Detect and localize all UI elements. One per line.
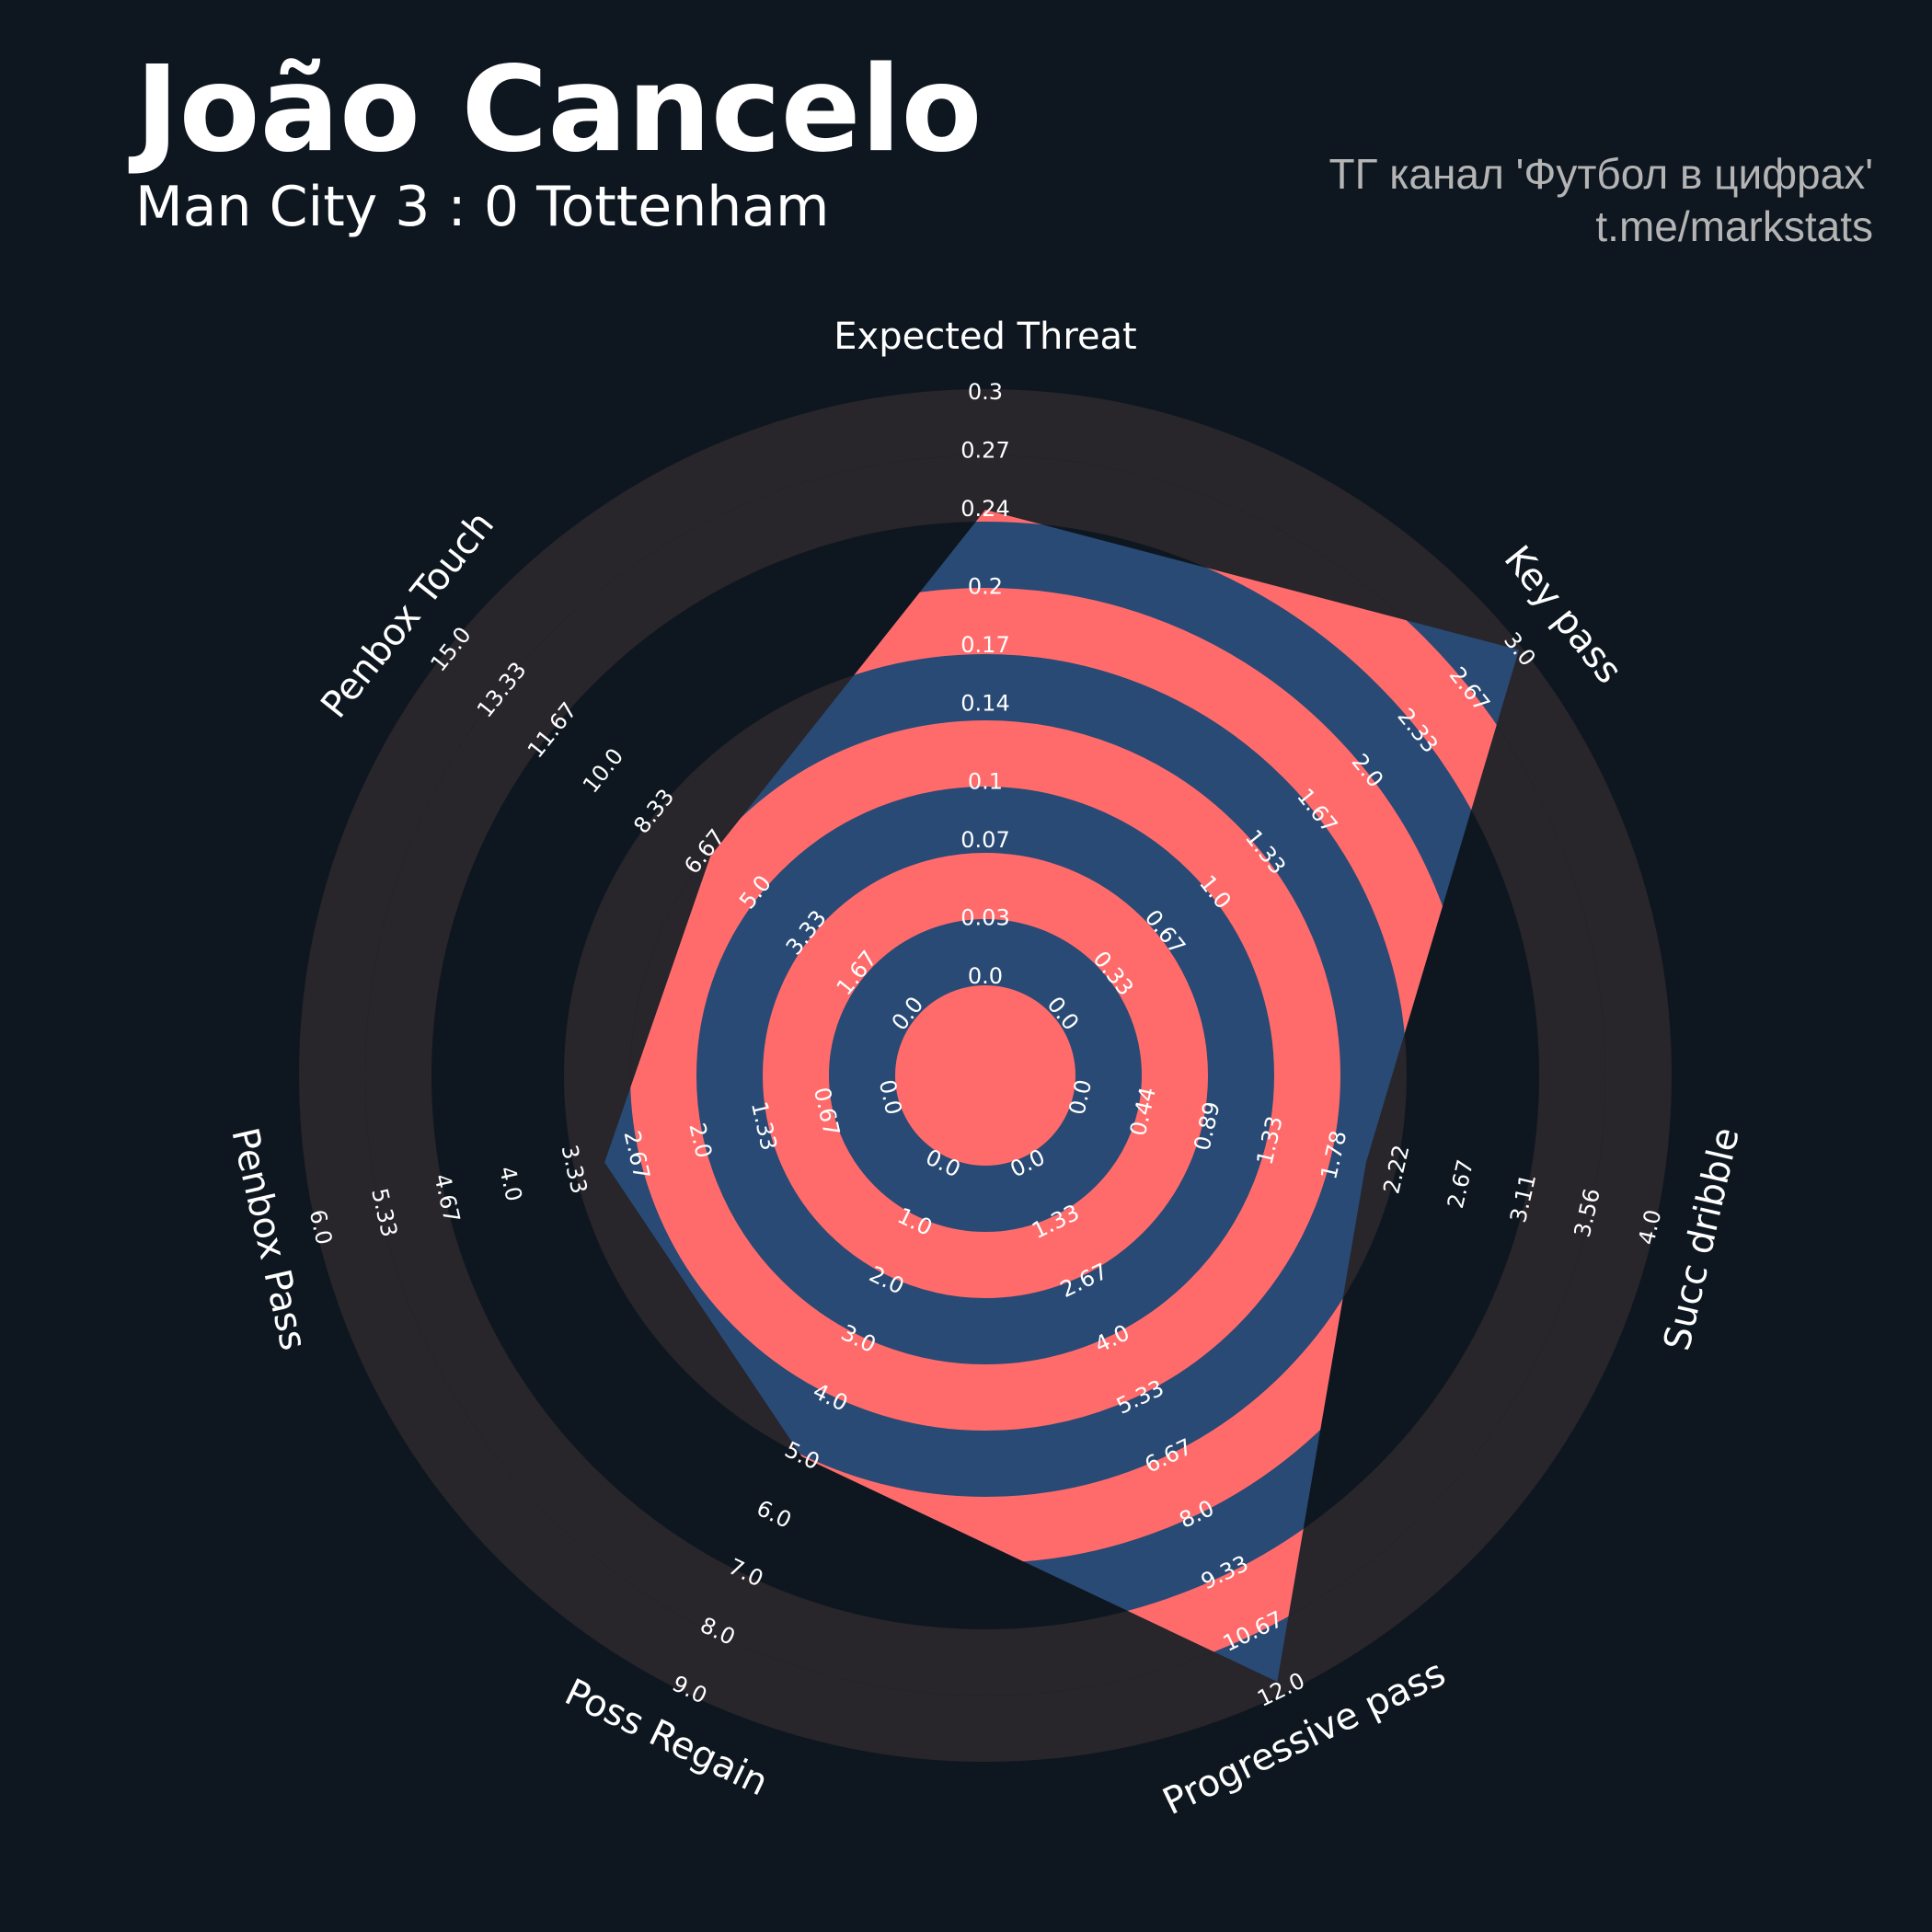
credit: ТГ канал 'Футбол в цифрах' [1328,150,1873,198]
tick-label: 0.3 [968,379,1003,405]
radar-ring [630,720,1340,1431]
tick-label: 0.27 [960,438,1009,464]
tick-label: 0.17 [960,632,1009,658]
tick-label: 0.24 [960,496,1009,522]
radar-ring [763,853,1208,1298]
credit: t.me/markstats [1595,202,1873,250]
chart-subtitle: Man City 3 : 0 Tottenham [135,175,829,239]
tick-label: 0.1 [968,768,1003,794]
chart-title: João Cancelo [128,41,982,178]
param-label: Expected Threat [834,316,1137,358]
background-ring [365,455,1605,1696]
tick-label: 0.2 [968,574,1003,600]
tick-label: 0.0 [968,963,1003,989]
tick-label: 0.14 [960,691,1009,717]
center-disk [895,985,1075,1166]
background-ring [299,389,1672,1762]
tick-label: 0.03 [960,905,1009,931]
tick-label: 0.07 [960,827,1009,853]
